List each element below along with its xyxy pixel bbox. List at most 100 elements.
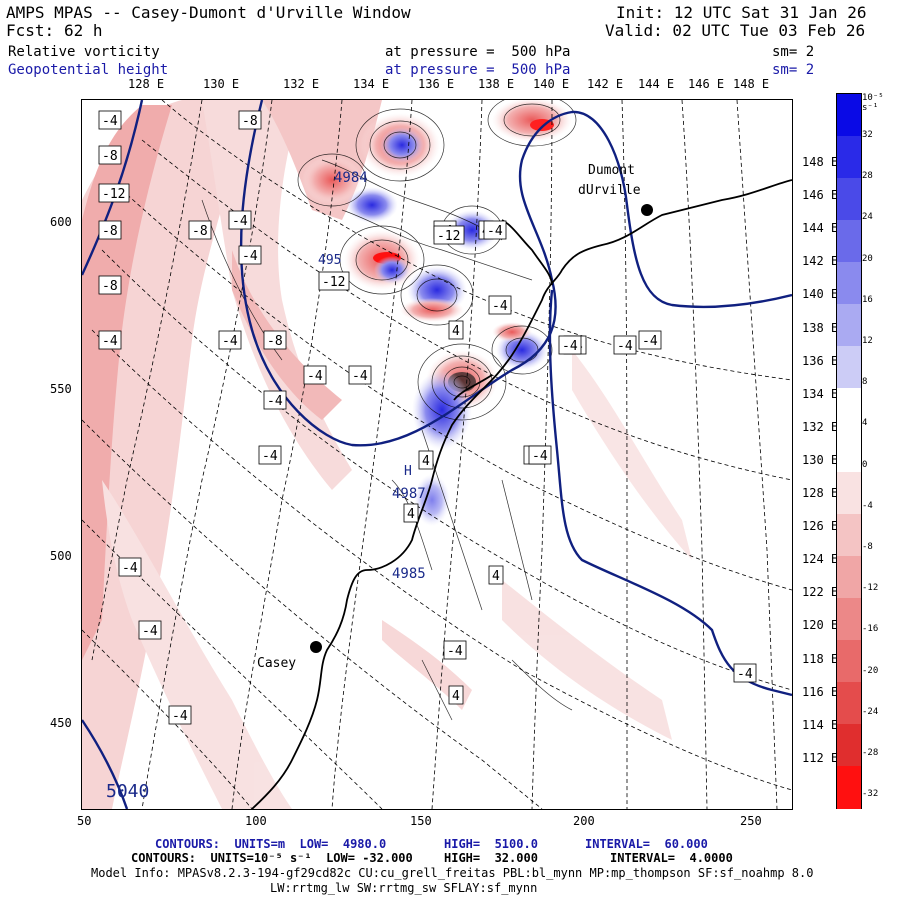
vorticity-label: -8 [102, 149, 118, 164]
right-lon-label: 120 E [802, 618, 839, 633]
vorticity-label-box [98, 145, 122, 165]
colorbar-segment [837, 388, 861, 431]
vorticity-label: -4 [352, 369, 368, 384]
latlon-grid [82, 100, 792, 809]
colorbar-label: -20 [862, 665, 879, 676]
right-lon-label: 138 E [802, 320, 839, 335]
height-label: 495 [318, 253, 341, 268]
vorticity-label: -4 [532, 449, 548, 464]
colorbar-label: -16 [862, 624, 879, 635]
vorticity-label: 4 [492, 569, 500, 584]
vorticity-label: -4 [737, 667, 753, 682]
vorticity-label-box [238, 245, 262, 265]
bottom-axis-label: 50 [77, 814, 92, 828]
vorticity-label-box [613, 335, 637, 355]
colorbar-label: 24 [862, 212, 873, 223]
chart-title: AMPS MPAS -- Casey-Dumont d'Urville Wind… [6, 3, 411, 22]
vorticity-label-box [528, 445, 552, 465]
vorticity-label: -4 [102, 114, 118, 129]
field1-smoothing: sm= 2 [772, 44, 815, 60]
vorticity-label: 4 [422, 454, 430, 469]
colorbar [836, 93, 862, 809]
vorticity-label: -12 [322, 275, 345, 290]
vorticity-label-box [488, 295, 512, 315]
vorticity-label: -4 [242, 249, 258, 264]
footer-height-interval: INTERVAL= 60.000 [585, 837, 708, 851]
right-lon-label: 122 E [802, 585, 839, 600]
vorticity-label: -4 [102, 334, 118, 349]
vorticity-label: -4 [222, 334, 238, 349]
height-label: 5040 [106, 781, 149, 802]
vorticity-label: -12 [437, 229, 460, 244]
vorticity-label-box [188, 220, 212, 240]
vorticity-label-box [98, 275, 122, 295]
left-axis-label: 500 [50, 549, 72, 563]
right-lon-label: 146 E [802, 188, 839, 203]
right-lon-label: 118 E [802, 651, 839, 666]
vorticity-label: -4 [617, 339, 633, 354]
footer-vort-interval: INTERVAL= 4.0000 [610, 851, 733, 865]
colorbar-segment [837, 598, 861, 641]
colorbar-label: -32 [862, 789, 879, 800]
height-label: 4984 [334, 170, 368, 186]
right-lon-label: 136 E [802, 353, 839, 368]
map-panel[interactable]: 4984 4987 4985 5040 495 H -4 -8 -8 -12 -8 -8 -4 -4-… [81, 99, 793, 810]
vorticity-label: -4 [142, 624, 158, 639]
colorbar-label: 12 [862, 336, 873, 346]
top-lon-label: 138 E [478, 77, 515, 91]
vorticity-label-box [238, 110, 262, 130]
vorticity-label-box [733, 663, 757, 683]
colorbar-label: 4 [862, 418, 868, 429]
right-lon-label: 114 E [802, 717, 839, 732]
right-lon-label: 144 E [802, 221, 839, 236]
vorticity-label-box [448, 320, 464, 340]
bottom-axis-label: 100 [245, 814, 267, 828]
vorticity-label-box [98, 330, 122, 350]
station-dumont-label-2: dUrville [578, 183, 641, 198]
colorbar-label: 28 [862, 171, 873, 182]
station-dumont: Dumont dUrville [578, 163, 653, 216]
field2-smoothing: sm= 2 [772, 62, 815, 78]
vorticity-label-box [263, 330, 287, 350]
footer-height-high: HIGH= 5100.0 [444, 837, 538, 851]
vorticity-label: -4 [642, 334, 658, 349]
init-time: Init: 12 UTC Sat 31 Jan 26 [616, 3, 867, 22]
colorbar-segment [837, 304, 861, 347]
colorbar-unit: 10⁻⁵ s⁻¹ [862, 93, 884, 113]
vorticity-label-box [483, 220, 507, 240]
vorticity-label: -8 [267, 334, 283, 349]
vorticity-label-box [403, 503, 419, 523]
vorticity-label-box [303, 365, 327, 385]
vorticity-label: -8 [192, 224, 208, 239]
colorbar-label: -8 [862, 542, 873, 552]
colorbar-segment [837, 724, 861, 767]
right-lon-label: 130 E [802, 452, 839, 467]
right-lon-label: 126 E [802, 519, 839, 534]
right-lon-label: 124 E [802, 552, 839, 567]
top-lon-label: 134 E [353, 77, 390, 91]
vorticity-label: -8 [102, 279, 118, 294]
forecast-label: Fcst: [6, 21, 55, 40]
colorbar-segment [837, 178, 861, 221]
field2-pressure: at pressure = 500 hPa [385, 62, 571, 78]
right-lon-label: 134 E [802, 386, 839, 401]
colorbar-segment [837, 556, 861, 599]
footer-physics-info: LW:rrtmg_lw SW:rrtmg_sw SFLAY:sf_mynn [270, 881, 538, 895]
colorbar-segment [837, 94, 861, 137]
left-axis-label: 550 [50, 382, 72, 396]
colorbar-label: -24 [862, 706, 879, 717]
top-lon-label: 130 E [203, 77, 240, 91]
vorticity-label: -4 [262, 449, 278, 464]
vorticity-label: -4 [307, 369, 323, 384]
vorticity-label-box [258, 445, 282, 465]
colorbar-segment [837, 262, 861, 305]
vorticity-label-box [433, 225, 465, 245]
station-casey-label: Casey [257, 656, 296, 671]
right-lon-label: 140 E [802, 287, 839, 302]
colorbar-segment [837, 514, 861, 557]
colorbar-label: 0 [862, 459, 868, 470]
top-lon-label: 146 E [688, 77, 725, 91]
colorbar-segment [837, 766, 861, 809]
vorticity-label: 4 [407, 507, 415, 522]
vorticity-shading [82, 100, 692, 809]
